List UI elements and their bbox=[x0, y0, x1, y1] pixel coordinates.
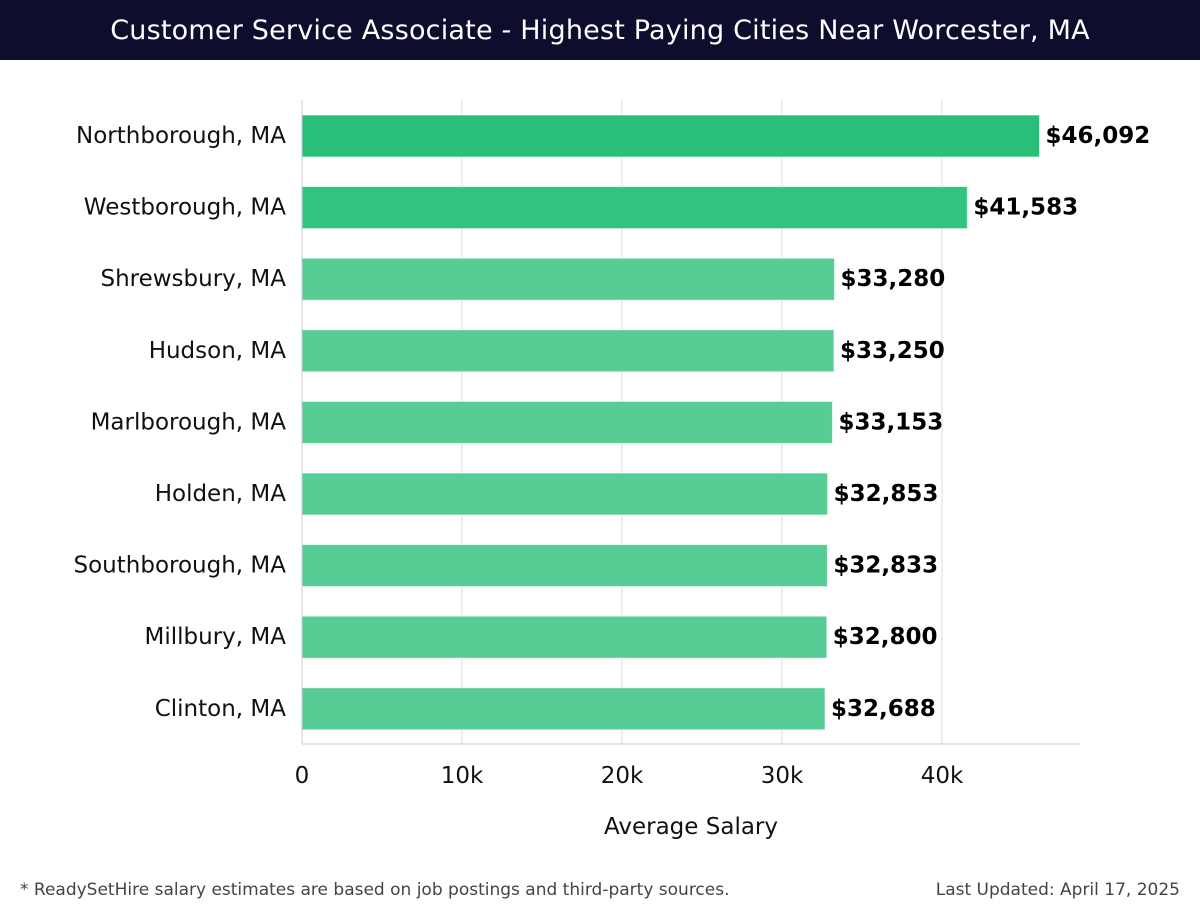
x-axis-title: Average Salary bbox=[604, 814, 778, 840]
x-tick-label: 10k bbox=[441, 763, 484, 789]
value-label: $32,800 bbox=[833, 624, 938, 650]
labels: Northborough, MA $46,092 Westborough, MA $4… bbox=[74, 123, 1151, 840]
x-tick-label: 0 bbox=[295, 763, 310, 789]
value-label: $32,833 bbox=[833, 553, 938, 579]
footer-note: * ReadySetHire salary estimates are base… bbox=[20, 880, 730, 900]
bars bbox=[301, 114, 1040, 731]
bar bbox=[301, 114, 1040, 158]
value-label: $41,583 bbox=[973, 195, 1078, 221]
x-tick-label: 40k bbox=[921, 763, 964, 789]
category-label: Clinton, MA bbox=[155, 696, 287, 722]
category-label: Southborough, MA bbox=[74, 553, 287, 579]
salary-bar-chart: Northborough, MA $46,092 Westborough, MA $4… bbox=[74, 100, 1151, 840]
x-tick-label: 20k bbox=[601, 763, 644, 789]
category-label: Millbury, MA bbox=[145, 624, 287, 650]
bar bbox=[301, 544, 828, 588]
category-label: Northborough, MA bbox=[76, 123, 286, 149]
category-label: Holden, MA bbox=[155, 481, 287, 507]
last-updated-text: Last Updated: April 17, 2025 bbox=[935, 880, 1180, 900]
x-tick-label: 30k bbox=[761, 763, 804, 789]
value-label: $33,153 bbox=[838, 409, 943, 435]
category-label: Westborough, MA bbox=[84, 195, 286, 221]
header-bar: Customer Service Associate - Highest Pay… bbox=[0, 0, 1200, 60]
bar bbox=[301, 687, 826, 731]
value-label: $46,092 bbox=[1045, 123, 1150, 149]
category-label: Marlborough, MA bbox=[91, 409, 287, 435]
axes bbox=[301, 100, 1080, 745]
bar bbox=[301, 472, 829, 516]
bar bbox=[301, 329, 835, 373]
value-label: $32,688 bbox=[831, 696, 936, 722]
value-label: $33,250 bbox=[840, 338, 945, 364]
bar bbox=[301, 400, 833, 444]
bar bbox=[301, 257, 835, 301]
category-label: Hudson, MA bbox=[149, 338, 287, 364]
value-label: $33,280 bbox=[840, 266, 945, 292]
bar bbox=[301, 615, 828, 659]
value-label: $32,853 bbox=[834, 481, 939, 507]
category-label: Shrewsbury, MA bbox=[100, 266, 286, 292]
chart-title: Customer Service Associate - Highest Pay… bbox=[110, 14, 1090, 46]
bar bbox=[301, 186, 968, 230]
